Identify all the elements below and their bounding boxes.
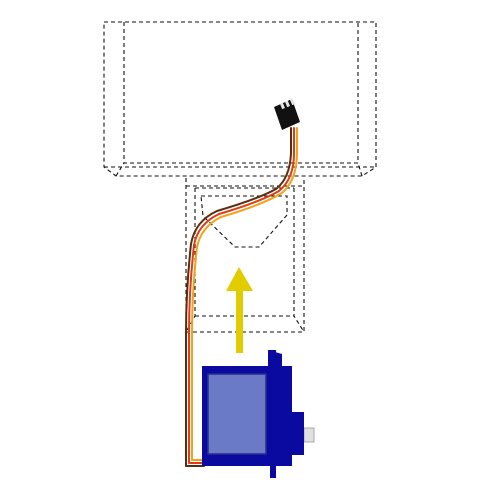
connector-housing xyxy=(274,99,300,130)
bracket-right-inner xyxy=(293,188,305,333)
servo-motor xyxy=(202,350,315,478)
servo-cable xyxy=(185,127,298,467)
connector-pin xyxy=(284,100,290,108)
connector xyxy=(274,98,300,130)
top-frame-depth-line xyxy=(115,162,363,177)
wire-orange xyxy=(191,127,298,461)
arrow-shaft xyxy=(236,287,243,353)
connector-pin xyxy=(289,98,295,106)
top-frame-inner xyxy=(123,22,359,164)
wire-brown xyxy=(185,127,292,467)
bracket-v-cutout xyxy=(200,195,288,248)
wire-red xyxy=(188,127,295,464)
top-frame xyxy=(103,21,377,177)
bracket-left-inner xyxy=(185,188,196,333)
arrow-head xyxy=(226,267,253,291)
servo-window xyxy=(207,373,267,455)
bracket-outer xyxy=(185,178,305,333)
servo-shaft xyxy=(303,427,315,443)
top-frame-outer xyxy=(103,21,377,177)
servo-mount-tab xyxy=(268,350,276,368)
connector-pin xyxy=(279,102,285,110)
insert-arrow xyxy=(226,267,253,353)
